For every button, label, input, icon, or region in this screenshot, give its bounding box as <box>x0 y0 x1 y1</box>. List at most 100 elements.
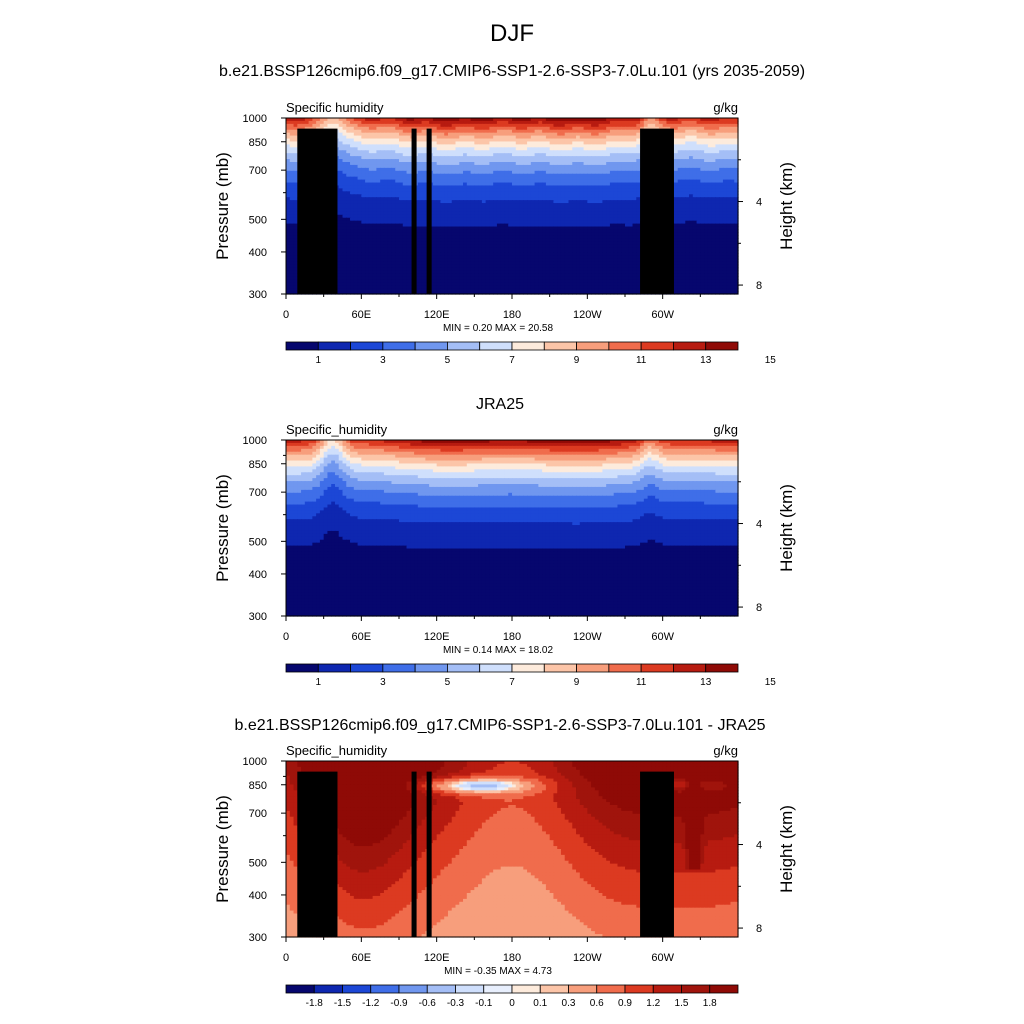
contour-cell <box>417 144 423 148</box>
contour-cell <box>527 235 532 239</box>
contour-cell <box>519 170 524 175</box>
contour-cell <box>489 197 494 201</box>
contour-cell <box>357 232 362 236</box>
contour-cell <box>696 220 701 225</box>
contour-cell <box>466 132 472 137</box>
contour-cell <box>598 206 603 210</box>
contour-cell <box>685 226 690 231</box>
contour-cell <box>587 179 592 184</box>
contour-cell <box>402 211 408 216</box>
contour-cell <box>466 179 472 184</box>
contour-cell <box>410 123 415 128</box>
contour-cell <box>704 214 709 219</box>
contour-cell <box>606 220 611 225</box>
contour-cell <box>444 135 449 140</box>
contour-cell <box>523 238 528 242</box>
contour-cell <box>444 197 449 201</box>
contour-cell <box>722 138 728 143</box>
contour-cell <box>478 188 483 192</box>
contour-cell <box>402 200 408 204</box>
contour-cell <box>466 211 472 216</box>
contour-cell <box>538 118 543 122</box>
contour-cell <box>508 238 513 242</box>
contour-cell <box>564 153 570 157</box>
contour-cell <box>387 203 393 207</box>
contour-cell <box>722 159 728 163</box>
contour-cell <box>365 159 370 163</box>
contour-cell <box>564 229 570 233</box>
contour-cell <box>417 235 423 239</box>
contour-cell <box>621 185 626 189</box>
contour-cell <box>350 182 355 187</box>
contour-cell <box>636 206 641 210</box>
contour-cell <box>444 176 449 181</box>
contour-cell <box>704 150 709 154</box>
contour-cell <box>455 150 460 154</box>
contour-cell <box>470 147 475 151</box>
contour-cell <box>564 188 570 192</box>
contour-cell <box>545 147 551 151</box>
contour-cell <box>681 126 686 131</box>
contour-cell <box>301 118 306 122</box>
contour-cell <box>444 173 449 178</box>
contour-cell <box>365 132 370 137</box>
contour-cell <box>470 200 475 204</box>
contour-cell <box>338 170 344 175</box>
contour-cell <box>704 135 709 140</box>
contour-cell <box>365 232 370 236</box>
contour-cell <box>734 170 739 175</box>
contour-cell <box>542 223 547 228</box>
contour-cell <box>286 170 291 175</box>
contour-cell <box>485 185 490 189</box>
contour-cell <box>512 167 517 172</box>
contour-cell <box>621 194 626 198</box>
contour-cell <box>538 232 543 236</box>
contour-cell <box>606 118 611 122</box>
contour-cell <box>447 156 453 160</box>
contour-cell <box>376 226 381 231</box>
contour-cell <box>380 153 385 157</box>
contour-cell <box>621 220 626 225</box>
contour-cell <box>730 120 735 125</box>
contour-cell <box>685 141 690 145</box>
contour-cell <box>496 235 502 239</box>
contour-cell <box>376 203 381 207</box>
contour-cell <box>542 135 547 140</box>
contour-cell <box>417 238 423 242</box>
contour-cell <box>549 162 555 166</box>
contour-cell <box>342 235 347 239</box>
contour-cell <box>489 223 494 228</box>
contour-cell <box>692 118 698 122</box>
contour-cell <box>365 123 370 128</box>
contour-cell <box>402 203 408 207</box>
contour-cell <box>583 223 588 228</box>
contour-cell <box>572 214 577 219</box>
contour-cell <box>696 156 701 160</box>
contour-cell <box>481 197 487 201</box>
contour-cell <box>500 206 506 210</box>
contour-cell <box>636 217 641 222</box>
contour-cell <box>496 138 502 143</box>
contour-cell <box>387 167 393 172</box>
contour-cell <box>319 126 325 131</box>
contour-cell <box>530 159 536 163</box>
contour-cell <box>395 223 400 228</box>
contour-cell <box>421 153 426 157</box>
contour-cell <box>542 226 547 231</box>
contour-cell <box>625 132 630 137</box>
contour-cell <box>625 203 630 207</box>
contour-cell <box>481 129 487 134</box>
contour-cell <box>459 232 464 236</box>
contour-cell <box>485 173 490 178</box>
contour-cell <box>549 217 555 222</box>
contour-cell <box>617 188 622 192</box>
contour-cell <box>730 214 735 219</box>
contour-cell <box>459 144 464 148</box>
contour-cell <box>715 153 720 157</box>
contour-cell <box>730 147 735 151</box>
contour-cell <box>572 120 577 125</box>
contour-cell <box>587 126 592 131</box>
contour-cell <box>613 197 619 201</box>
contour-cell <box>617 185 622 189</box>
contour-cell <box>519 147 524 151</box>
